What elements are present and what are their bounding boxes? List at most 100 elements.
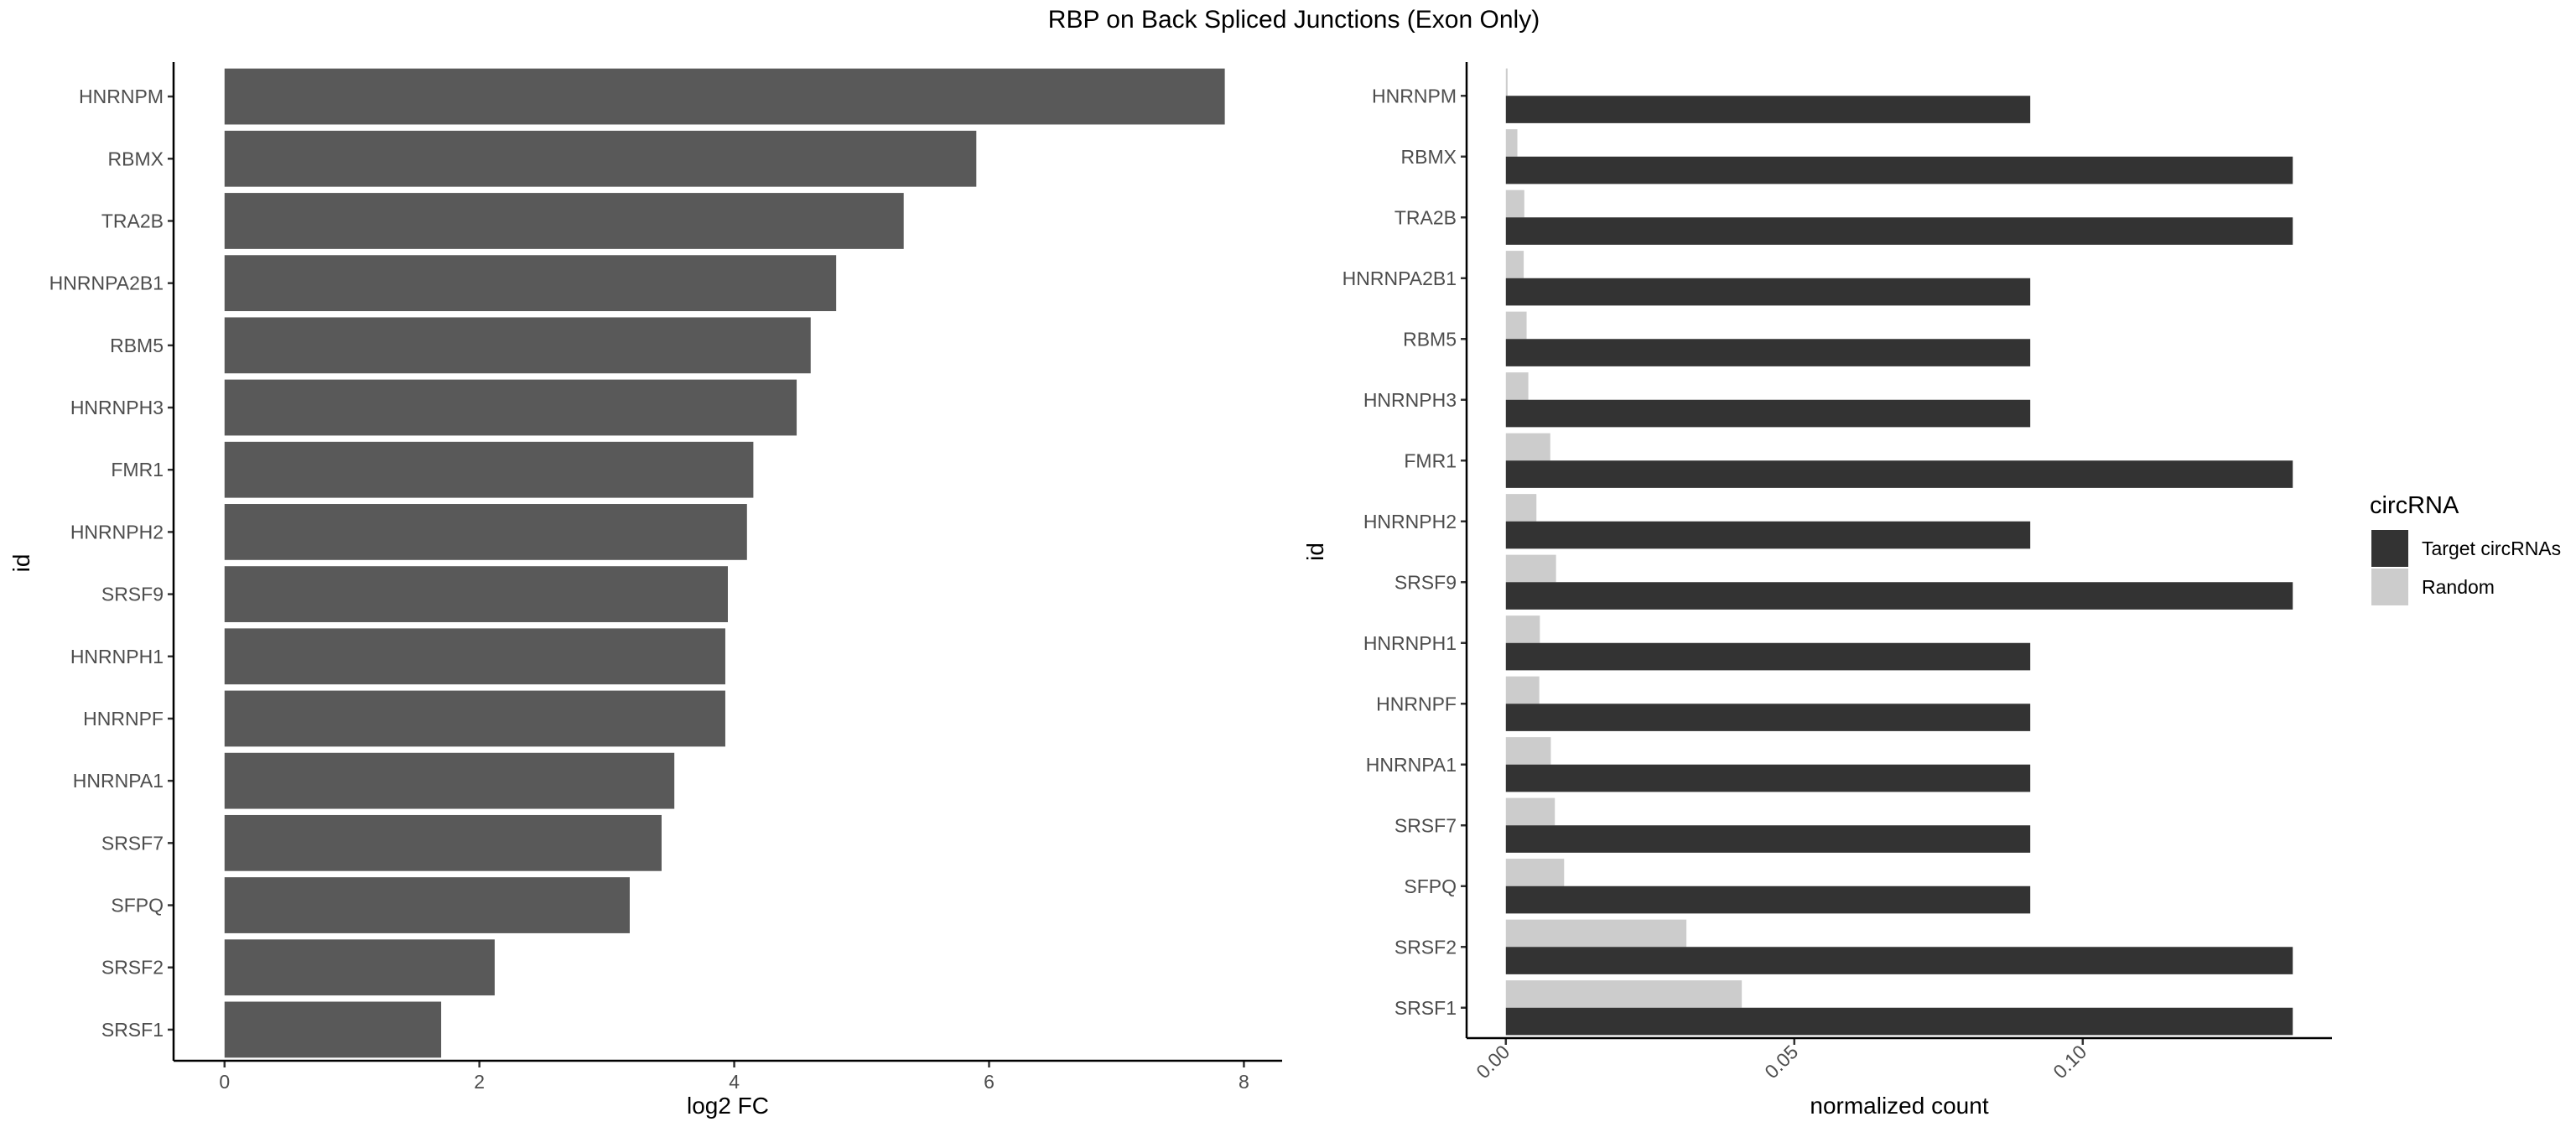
x-tick-label: 0.05 bbox=[1760, 1041, 1802, 1083]
y-tick-label-hnrnph2: HNRNPH2 bbox=[70, 521, 164, 543]
bar-random-srsf7 bbox=[1505, 797, 1555, 826]
y-tick-label-fmr1: FMR1 bbox=[111, 459, 164, 480]
bar-random-hnrnpf bbox=[1505, 676, 1540, 704]
y-tick-label-hnrnph2: HNRNPH2 bbox=[1363, 511, 1457, 532]
legend: circRNA Target circRNAs Random bbox=[2370, 492, 2561, 605]
bar-srsf1 bbox=[224, 1001, 442, 1058]
right-y-tick-labels: HNRNPM RBMX TRA2B HNRNPA2B1 RBM5 HNRNPH3 FMR1 H… bbox=[1343, 85, 1457, 1019]
legend-label-target-circrnas: Target circRNAs bbox=[2422, 538, 2561, 559]
right-y-axis-title: id bbox=[1302, 543, 1328, 561]
bar-target-hnrnph2 bbox=[1505, 521, 2031, 549]
y-tick-label-srsf1: SRSF1 bbox=[1394, 997, 1457, 1019]
bar-random-hnrnpa2b1 bbox=[1505, 251, 1524, 278]
bar-target-srsf2 bbox=[1505, 947, 2293, 974]
y-tick-label-hnrnph3: HNRNPH3 bbox=[1363, 389, 1457, 411]
y-tick-label-srsf7: SRSF7 bbox=[101, 832, 164, 854]
bar-target-hnrnph3 bbox=[1505, 399, 2031, 428]
bar-target-sfpq bbox=[1505, 886, 2031, 914]
y-tick-label-srsf1: SRSF1 bbox=[101, 1019, 164, 1041]
bar-random-rbmx bbox=[1505, 129, 1518, 157]
legend-swatch-random bbox=[2371, 569, 2408, 605]
legend-title: circRNA bbox=[2370, 492, 2459, 519]
y-tick-label-hnrnpf: HNRNPF bbox=[1376, 693, 1457, 714]
y-tick-label-hnrnpa2b1: HNRNPA2B1 bbox=[1343, 267, 1457, 289]
bar-random-fmr1 bbox=[1505, 433, 1550, 461]
legend-swatch-target-circrnas bbox=[2371, 530, 2408, 567]
y-tick-label-hnrnpf: HNRNPF bbox=[83, 708, 164, 730]
bar-hnrnpf bbox=[224, 690, 725, 747]
y-tick-label-srsf9: SRSF9 bbox=[1394, 571, 1457, 593]
x-tick-label: 6 bbox=[984, 1071, 995, 1093]
y-tick-label-hnrnpa2b1: HNRNPA2B1 bbox=[49, 273, 164, 294]
bar-target-srsf1 bbox=[1505, 1007, 2293, 1036]
left-x-axis-title: log2 FC bbox=[687, 1093, 769, 1119]
x-tick-label: 2 bbox=[474, 1071, 485, 1093]
x-tick-label: 8 bbox=[1239, 1071, 1249, 1093]
chart-title: RBP on Back Spliced Junctions (Exon Only… bbox=[1048, 6, 1540, 34]
bar-target-fmr1 bbox=[1505, 460, 2293, 488]
bar-srsf7 bbox=[224, 814, 662, 871]
left-y-tick-labels: HNRNPM RBMX TRA2B HNRNPA2B1 RBM5 HNRNPH3 FMR1 H… bbox=[49, 86, 164, 1041]
bar-target-hnrnpf bbox=[1505, 704, 2031, 731]
bar-random-srsf2 bbox=[1505, 919, 1687, 948]
y-tick-label-rbm5: RBM5 bbox=[1403, 328, 1457, 350]
bar-sfpq bbox=[224, 877, 630, 933]
bar-hnrnph1 bbox=[224, 628, 725, 685]
bar-random-tra2b bbox=[1505, 190, 1524, 218]
bar-srsf9 bbox=[224, 566, 728, 622]
y-tick-label-srsf2: SRSF2 bbox=[101, 957, 164, 979]
bar-rbmx bbox=[224, 130, 977, 187]
y-tick-label-hnrnpm: HNRNPM bbox=[79, 86, 164, 107]
bar-target-hnrnpa1 bbox=[1505, 764, 2031, 792]
left-y-axis-title: id bbox=[8, 554, 34, 573]
bar-random-hnrnph2 bbox=[1505, 494, 1537, 522]
y-tick-label-tra2b: TRA2B bbox=[1394, 206, 1457, 228]
bar-target-rbmx bbox=[1505, 156, 2293, 184]
bar-target-tra2b bbox=[1505, 217, 2293, 245]
left-bars bbox=[224, 68, 1225, 1058]
bar-srsf2 bbox=[224, 939, 495, 996]
bar-random-rbm5 bbox=[1505, 311, 1527, 340]
bar-random-hnrnpm bbox=[1505, 68, 1508, 96]
bar-hnrnph2 bbox=[224, 504, 747, 560]
bar-hnrnpa1 bbox=[224, 752, 675, 809]
bar-target-rbm5 bbox=[1505, 339, 2031, 366]
right-x-tick-marks bbox=[1504, 1038, 2085, 1045]
y-tick-label-hnrnph1: HNRNPH1 bbox=[1363, 632, 1457, 654]
right-bars bbox=[1505, 68, 2293, 1036]
bar-target-hnrnpa2b1 bbox=[1505, 278, 2031, 306]
bar-random-srsf9 bbox=[1505, 554, 1556, 583]
y-tick-label-hnrnph1: HNRNPH1 bbox=[70, 646, 164, 667]
right-x-axis-title: normalized count bbox=[1810, 1093, 1988, 1119]
y-tick-label-srsf9: SRSF9 bbox=[101, 584, 164, 605]
x-tick-label: 0.00 bbox=[1472, 1041, 1514, 1083]
bar-random-hnrnph3 bbox=[1505, 372, 1529, 400]
x-tick-label: 4 bbox=[729, 1071, 740, 1093]
bar-target-srsf7 bbox=[1505, 825, 2031, 853]
bar-random-hnrnph1 bbox=[1505, 615, 1540, 643]
y-tick-label-hnrnph3: HNRNPH3 bbox=[70, 397, 164, 418]
bar-target-hnrnph1 bbox=[1505, 642, 2031, 671]
right-panel: HNRNPM RBMX TRA2B HNRNPA2B1 RBM5 HNRNPH3 FMR1 H… bbox=[1302, 62, 2332, 1119]
y-tick-label-rbm5: RBM5 bbox=[110, 335, 164, 356]
y-tick-label-hnrnpa1: HNRNPA1 bbox=[73, 770, 164, 792]
y-tick-label-sfpq: SFPQ bbox=[111, 895, 164, 917]
bar-random-srsf1 bbox=[1505, 980, 1742, 1008]
y-tick-label-fmr1: FMR1 bbox=[1404, 449, 1457, 471]
y-tick-label-hnrnpm: HNRNPM bbox=[1372, 85, 1457, 106]
left-panel: HNRNPM RBMX TRA2B HNRNPA2B1 RBM5 HNRNPH3 FMR1 H… bbox=[8, 62, 1282, 1119]
bar-random-sfpq bbox=[1505, 859, 1565, 886]
bar-hnrnpa2b1 bbox=[224, 255, 837, 312]
bar-rbm5 bbox=[224, 317, 811, 374]
bar-hnrnpm bbox=[224, 68, 1225, 125]
y-tick-label-rbmx: RBMX bbox=[108, 148, 164, 169]
left-x-tick-labels: 0 2 4 6 8 bbox=[219, 1071, 1249, 1093]
right-x-tick-labels: 0.00 0.05 0.10 bbox=[1472, 1041, 2090, 1083]
y-tick-label-tra2b: TRA2B bbox=[101, 210, 164, 231]
bar-fmr1 bbox=[224, 441, 754, 498]
bar-random-hnrnpa1 bbox=[1505, 737, 1551, 765]
x-tick-label: 0 bbox=[219, 1071, 230, 1093]
legend-items: Target circRNAs Random bbox=[2371, 530, 2561, 605]
y-tick-label-sfpq: SFPQ bbox=[1404, 875, 1457, 897]
